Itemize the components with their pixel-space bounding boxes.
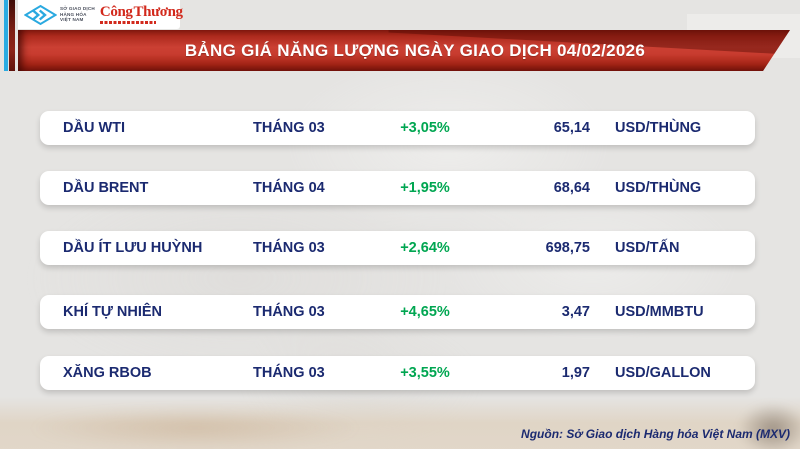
mxv-logo-line2: HÀNG HÓA (60, 11, 87, 17)
mxv-logo-icon (24, 4, 57, 25)
price-row-rbob-gasoline: XĂNG RBOB THÁNG 03 +3,55% 1,97 USD/GALLO… (40, 356, 755, 390)
price-value: 68,64 (553, 180, 590, 196)
page-title: BẢNG GIÁ NĂNG LƯỢNG NGÀY GIAO DỊCH 04/02… (184, 40, 646, 60)
logo-plate: SỞ GIAO DỊCH HÀNG HÓA VIỆT NAM Công Thươ… (18, 0, 183, 29)
price-table: DẦU WTI THÁNG 03 +3,05% 65,14 USD/THÙNG … (40, 111, 755, 391)
contract-month: THÁNG 03 (253, 120, 325, 136)
left-accent-stripe-maroon (9, 0, 15, 71)
mxv-logo-line3: VIỆT NAM (60, 17, 84, 23)
congthuong-logo: Công Thương (99, 4, 183, 24)
price-value: 698,75 (545, 240, 590, 256)
contract-month: THÁNG 03 (253, 304, 325, 320)
left-accent-stripe-cyan (4, 0, 8, 71)
price-value: 3,47 (561, 304, 590, 320)
price-unit: USD/TẤN (615, 240, 680, 256)
contract-month: THÁNG 04 (253, 180, 325, 196)
commodity-name: XĂNG RBOB (63, 365, 152, 381)
change-percent: +3,05% (400, 120, 450, 136)
congthuong-logo-text: Công Thương (99, 4, 183, 21)
background-photo-blob (30, 407, 360, 449)
price-unit: USD/GALLON (615, 365, 711, 381)
background-photo-band (0, 397, 800, 449)
price-unit: USD/THÙNG (615, 180, 702, 196)
commodity-name: DẦU ÍT LƯU HUỲNH (63, 240, 203, 256)
price-value: 65,14 (553, 120, 590, 136)
price-row-brent: DẦU BRENT THÁNG 04 +1,95% 68,64 USD/THÙN… (40, 171, 755, 205)
price-unit: USD/THÙNG (615, 120, 702, 136)
price-unit: USD/MMBTU (615, 304, 704, 320)
congthuong-tagline-bar (99, 21, 156, 24)
mxv-logo-text: SỞ GIAO DỊCH HÀNG HÓA VIỆT NAM (60, 6, 95, 23)
price-row-natural-gas: KHÍ TỰ NHIÊN THÁNG 03 +4,65% 3,47 USD/MM… (40, 295, 755, 329)
title-banner: BẢNG GIÁ NĂNG LƯỢNG NGÀY GIAO DỊCH 04/02… (18, 30, 790, 71)
price-row-wti: DẦU WTI THÁNG 03 +3,05% 65,14 USD/THÙNG (40, 111, 755, 145)
source-credit: Nguồn: Sở Giao dịch Hàng hóa Việt Nam (M… (521, 427, 790, 441)
change-percent: +3,55% (400, 365, 450, 381)
change-percent: +1,95% (400, 180, 450, 196)
contract-month: THÁNG 03 (253, 240, 325, 256)
background-photo-blob-dark (738, 403, 800, 449)
mxv-logo-line1: SỞ GIAO DỊCH (60, 5, 95, 11)
change-percent: +4,65% (400, 304, 450, 320)
price-value: 1,97 (561, 365, 590, 381)
commodity-name: KHÍ TỰ NHIÊN (63, 304, 163, 320)
commodity-name: DẦU WTI (63, 120, 126, 136)
contract-month: THÁNG 03 (253, 365, 325, 381)
commodity-name: DẦU BRENT (63, 180, 149, 196)
price-row-low-sulphur-oil: DẦU ÍT LƯU HUỲNH THÁNG 03 +2,64% 698,75 … (40, 231, 755, 265)
change-percent: +2,64% (400, 240, 450, 256)
